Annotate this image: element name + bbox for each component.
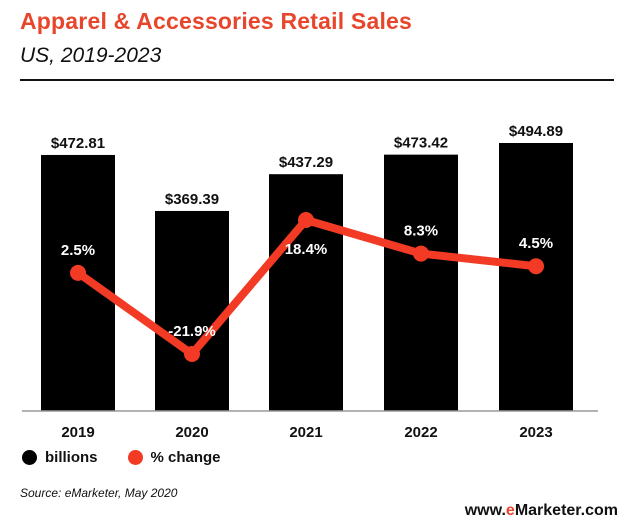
bar-value-label-2022: $473.42: [394, 135, 448, 152]
brand-accent: e: [505, 502, 515, 519]
bar-2019: [41, 154, 115, 411]
change-value-label-2022: 8.3%: [404, 223, 438, 240]
bar-value-label-2021: $437.29: [279, 154, 333, 171]
bar-value-label-2019: $472.81: [51, 135, 105, 152]
brand-prefix: www.: [464, 502, 506, 519]
change-value-label-2023: 4.5%: [519, 235, 553, 252]
change-value-label-2019: 2.5%: [61, 242, 95, 259]
source-note: Source: eMarketer, May 2020: [20, 486, 178, 500]
x-tick-label-2020: 2020: [175, 424, 208, 441]
bar-value-label-2023: $494.89: [509, 123, 563, 140]
x-tick-label-2019: 2019: [61, 424, 94, 441]
legend-item-change: % change: [127, 449, 221, 466]
change-point-2021: [298, 212, 314, 228]
change-point-2020: [184, 346, 200, 362]
bar-value-label-2020: $369.39: [165, 191, 219, 208]
change-value-label-2020: -21.9%: [168, 323, 216, 340]
legend-label-change: % change: [150, 449, 221, 466]
legend-swatch-change: [127, 450, 143, 465]
legend: billions % change: [22, 449, 251, 466]
brand-logo: www.eMarketer.com: [465, 502, 618, 520]
x-tick-label-2022: 2022: [404, 424, 437, 441]
legend-swatch-billions: [22, 450, 37, 465]
change-point-2019: [70, 264, 86, 281]
chart-subtitle: US, 2019-2023: [20, 44, 162, 67]
bar-2020: [155, 210, 229, 411]
bar-2022: [384, 154, 458, 411]
legend-label-billions: billions: [45, 449, 98, 466]
x-tick-label-2023: 2023: [519, 424, 552, 441]
change-value-label-2021: 18.4%: [285, 241, 328, 258]
change-point-2022: [413, 245, 429, 262]
bar-2021: [269, 174, 343, 411]
brand-suffix: Marketer.com: [514, 502, 618, 519]
legend-item-billions: billions: [22, 449, 98, 466]
chart-title: Apparel & Accessories Retail Sales: [20, 8, 413, 34]
change-point-2023: [528, 258, 544, 275]
x-tick-label-2021: 2021: [289, 424, 322, 441]
header-divider: [20, 79, 614, 81]
chart-area: $472.81 $369.39 $437.29 $473.42 $494.89 2019 2…: [22, 123, 598, 441]
bar-2023: [499, 143, 573, 411]
